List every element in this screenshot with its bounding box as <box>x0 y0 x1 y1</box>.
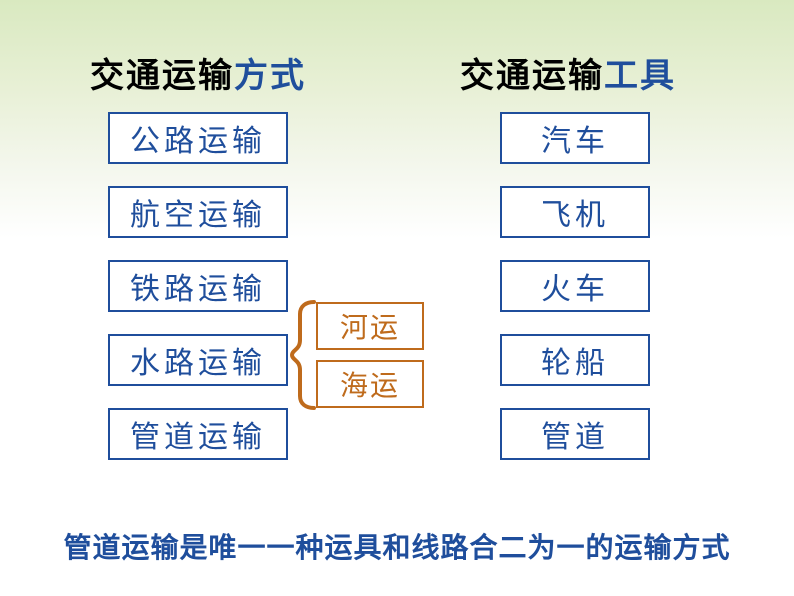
title-right: 交通运输工具 <box>460 48 676 97</box>
right-item-0: 汽车 <box>500 112 650 164</box>
footer-note: 管道运输是唯一一种运具和线路合二为一的运输方式 <box>0 526 794 566</box>
right-column: 汽车 飞机 火车 轮船 管道 <box>500 112 650 460</box>
title-left-suffix: 方式 <box>234 57 306 95</box>
left-item-0: 公路运输 <box>108 112 288 164</box>
right-item-3: 轮船 <box>500 334 650 386</box>
left-item-3: 水路运输 <box>108 334 288 386</box>
brace-icon <box>290 300 316 410</box>
title-right-suffix: 工具 <box>604 57 676 95</box>
right-item-1: 飞机 <box>500 186 650 238</box>
left-item-4: 管道运输 <box>108 408 288 460</box>
title-right-prefix: 交通运输 <box>460 57 604 95</box>
mid-item-1: 海运 <box>316 360 424 408</box>
mid-column: 河运 海运 <box>316 302 424 408</box>
left-column: 公路运输 航空运输 铁路运输 水路运输 管道运输 <box>108 112 288 460</box>
right-item-4: 管道 <box>500 408 650 460</box>
title-left: 交通运输方式 <box>90 48 306 97</box>
mid-item-0: 河运 <box>316 302 424 350</box>
left-item-1: 航空运输 <box>108 186 288 238</box>
left-item-2: 铁路运输 <box>108 260 288 312</box>
right-item-2: 火车 <box>500 260 650 312</box>
title-left-prefix: 交通运输 <box>90 57 234 95</box>
